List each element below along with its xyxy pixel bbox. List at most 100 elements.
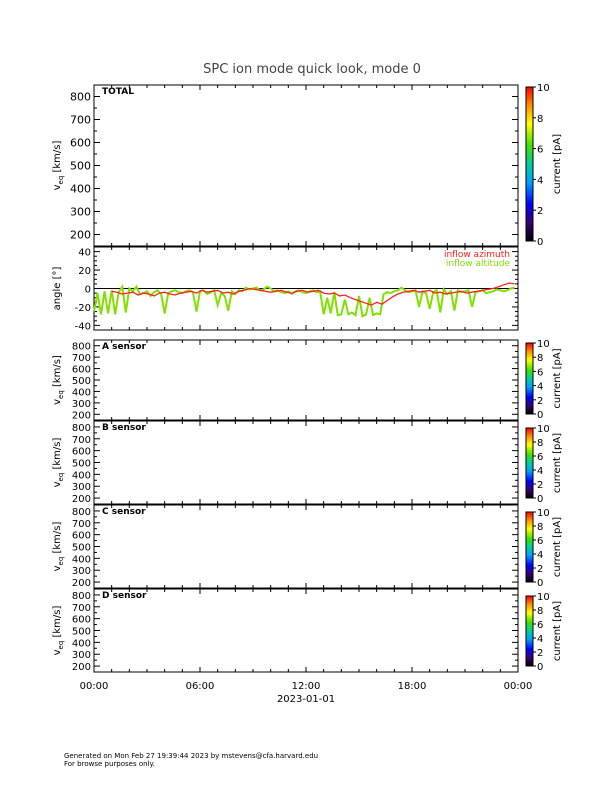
- colorbar-tick-label: 8: [537, 438, 543, 449]
- y-tick-label: 700: [72, 353, 91, 364]
- panel-frame: [93, 84, 519, 247]
- colorbar: [525, 427, 534, 499]
- colorbar: [525, 86, 534, 242]
- colorbar-tick-label: 10: [537, 339, 550, 350]
- y-tick-label: 500: [70, 160, 91, 173]
- colorbar-tick-label: 0: [537, 410, 543, 421]
- x-tick-label: 00:00: [80, 681, 109, 692]
- colorbar-tick-label: 2: [537, 648, 543, 659]
- colorbar-tick-label: 0: [537, 494, 543, 505]
- colorbar-tick-label: 4: [537, 175, 543, 186]
- x-date-label: 2023-01-01: [277, 694, 335, 705]
- y-tick-label: 800: [72, 342, 91, 353]
- panel-frame: [93, 504, 519, 589]
- y-tick-label: 700: [70, 114, 91, 127]
- y-tick-label: 600: [72, 365, 91, 376]
- colorbar-label: current [pA]: [552, 517, 563, 577]
- colorbar-tick-label: 8: [537, 114, 543, 125]
- colorbar-tick-label: 10: [537, 508, 550, 519]
- y-axis-label: veq [km/s]: [52, 438, 65, 488]
- y-tick-label: 800: [72, 507, 91, 518]
- colorbar-tick-label: 8: [537, 606, 543, 617]
- legend-entry-inflow-azimuth: inflow azimuth: [444, 250, 510, 260]
- panel-label: D sensor: [102, 591, 147, 601]
- colorbar-tick-label: 4: [537, 634, 543, 645]
- colorbar: [525, 595, 534, 667]
- y-tick-label: 400: [70, 183, 91, 196]
- y-axis-label: veq [km/s]: [52, 141, 65, 191]
- y-tick-label: 800: [72, 423, 91, 434]
- colorbar-label: current [pA]: [552, 134, 563, 194]
- y-tick-label: 400: [72, 554, 91, 565]
- x-tick-label: 12:00: [292, 681, 321, 692]
- colorbar-tick-label: 10: [537, 83, 550, 94]
- panel-frame: [93, 339, 519, 421]
- y-tick-label: 500: [72, 459, 91, 470]
- colorbar-tick-label: 8: [537, 353, 543, 364]
- colorbar-tick-label: 6: [537, 536, 543, 547]
- colorbar-tick-label: 0: [537, 237, 543, 248]
- y-tick-label: 200: [72, 494, 91, 505]
- panel-label: A sensor: [102, 342, 147, 352]
- y-axis-label: veq [km/s]: [52, 522, 65, 572]
- colorbar-tick-label: 6: [537, 145, 543, 156]
- colorbar: [525, 342, 534, 415]
- y-tick-label: 700: [72, 435, 91, 446]
- y-tick-label: 200: [70, 229, 91, 242]
- y-tick-label: -20: [75, 303, 91, 314]
- y-tick-label: 600: [72, 531, 91, 542]
- y-tick-label: 700: [72, 603, 91, 614]
- y-axis-label: veq [km/s]: [52, 606, 65, 656]
- colorbar-label: current [pA]: [552, 348, 563, 408]
- y-tick-label: 200: [72, 410, 91, 421]
- colorbar-tick-label: 4: [537, 550, 543, 561]
- series-line-inflow-azimuth: [111, 282, 515, 306]
- panel-total: 200 300 400 500 600 700 800 TOTAL veq [km/s] 0 2 4 6…: [52, 83, 563, 248]
- y-tick-label: 500: [72, 543, 91, 554]
- panel-angle: -40 -20 0 20 40 angle [°] inflow azimuthinflow…: [52, 246, 519, 332]
- colorbar-tick-label: 4: [537, 382, 543, 393]
- y-tick-label: 400: [72, 387, 91, 398]
- y-tick-label: 600: [72, 615, 91, 626]
- y-axis-label: angle [°]: [52, 267, 63, 311]
- x-tick-label: 00:00: [504, 681, 533, 692]
- colorbar: [525, 511, 534, 583]
- panel-label: TOTAL: [102, 87, 134, 97]
- y-tick-label: 300: [72, 482, 91, 493]
- y-tick-label: 700: [72, 519, 91, 530]
- panel-label: C sensor: [102, 507, 146, 517]
- panel-frame: [93, 420, 519, 505]
- colorbar-tick-label: 10: [537, 592, 550, 603]
- y-tick-label: 200: [72, 662, 91, 673]
- y-tick-label: 400: [72, 638, 91, 649]
- y-tick-label: 300: [72, 399, 91, 410]
- x-tick-label: 18:00: [398, 681, 427, 692]
- colorbar-tick-label: 8: [537, 522, 543, 533]
- colorbar-tick-label: 2: [537, 564, 543, 575]
- y-axis-label: veq [km/s]: [52, 355, 65, 405]
- colorbar-label: current [pA]: [552, 433, 563, 493]
- y-tick-label: -40: [75, 321, 91, 332]
- y-tick-label: 300: [72, 566, 91, 577]
- y-tick-label: 300: [72, 650, 91, 661]
- colorbar-tick-label: 0: [537, 662, 543, 673]
- panel-frame: [93, 588, 519, 673]
- x-tick-label: 06:00: [186, 681, 215, 692]
- y-tick-label: 800: [72, 591, 91, 602]
- y-tick-label: 0: [85, 285, 91, 296]
- y-tick-label: 40: [78, 248, 91, 259]
- panel-label: B sensor: [102, 423, 146, 433]
- figure-title: SPC ion mode quick look, mode 0: [203, 62, 421, 77]
- y-tick-label: 600: [70, 137, 91, 150]
- colorbar-tick-label: 6: [537, 367, 543, 378]
- legend-entry-inflow-altitude: inflow altitude: [446, 259, 511, 269]
- y-tick-label: 300: [70, 206, 91, 219]
- colorbar-tick-label: 0: [537, 578, 543, 589]
- colorbar-label: current [pA]: [552, 601, 563, 661]
- colorbar-tick-label: 4: [537, 466, 543, 477]
- y-tick-label: 500: [72, 627, 91, 638]
